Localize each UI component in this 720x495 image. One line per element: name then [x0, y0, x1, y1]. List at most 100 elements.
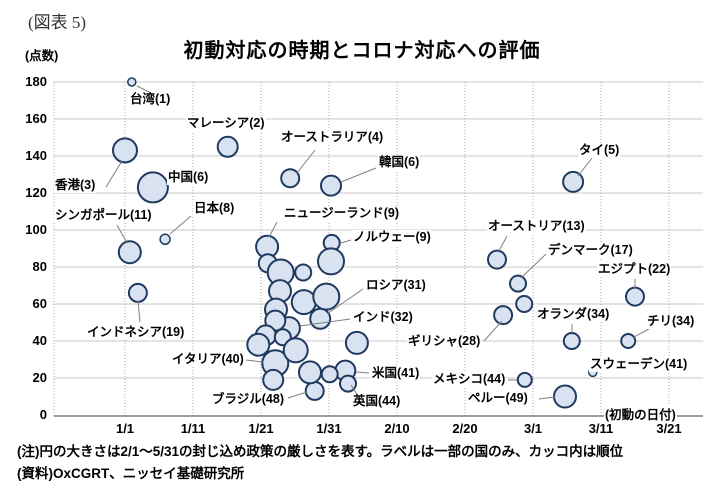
x-tick-label: 1/1 — [115, 421, 135, 436]
country-label-オーストリア: オーストリア(13) — [487, 219, 586, 234]
country-label-シンガポール: シンガポール(11) — [54, 208, 153, 223]
bubble — [246, 332, 271, 357]
bubble-オーストラリア — [280, 168, 301, 189]
footnote-source: (資料)OxCGRT、ニッセイ基礎研究所 — [17, 466, 245, 481]
leader-line-オーストラリア — [296, 149, 316, 174]
y-tick-label: 40 — [32, 333, 47, 348]
country-label-イタリア: イタリア(40) — [171, 352, 245, 367]
leader-line-台湾 — [136, 85, 152, 94]
country-label-台湾: 台湾(1) — [129, 92, 172, 107]
country-label-チリ: チリ(34) — [646, 314, 696, 329]
leader-line-ペルー — [538, 396, 556, 400]
country-label-オランダ: オランダ(34) — [536, 307, 611, 322]
y-tick-label: 160 — [25, 111, 47, 126]
country-label-日本: 日本(8) — [193, 201, 236, 216]
x-tick-label: 1/21 — [248, 421, 274, 436]
leader-line-香港 — [105, 160, 123, 188]
x-tick-label: 3/1 — [523, 421, 543, 436]
bubble — [294, 263, 313, 282]
leader-line-インド — [299, 318, 351, 327]
bubble-マレーシア — [216, 135, 239, 158]
leader-line-デンマーク — [520, 253, 547, 279]
leader-line-日本 — [169, 215, 192, 235]
country-label-タイ: タイ(5) — [578, 143, 621, 158]
bubble-エジプト — [625, 286, 645, 307]
bubble — [317, 247, 345, 276]
bubble-ブラジル — [304, 380, 325, 401]
bubble-英国 — [339, 374, 357, 393]
bubble-中国 — [136, 171, 169, 204]
country-label-スウェーデン: スウェーデン(41) — [589, 357, 689, 372]
leader-line-オーストリア — [498, 235, 508, 252]
country-label-ペルー: ペルー(49) — [467, 391, 529, 406]
leader-line-韓国 — [340, 167, 377, 183]
y-tick-label: 80 — [32, 259, 47, 274]
country-label-ニュージーランド: ニュージーランド(9) — [283, 206, 401, 221]
country-label-ギリシャ: ギリシャ(28) — [407, 334, 482, 349]
bubble — [262, 368, 285, 391]
leader-line-チリ — [633, 328, 650, 338]
leader-line-ロシア — [326, 288, 364, 315]
bubble-ペルー — [553, 384, 577, 409]
leader-line-ギリシャ — [483, 320, 503, 342]
country-label-英国: 英国(44) — [352, 394, 402, 409]
leader-line-シンガポール — [116, 224, 128, 244]
bubble-デンマーク — [509, 274, 527, 293]
bubble — [312, 282, 341, 311]
bubble-香港 — [112, 137, 138, 164]
bubble-ギリシャ — [493, 305, 514, 326]
country-label-デンマーク: デンマーク(17) — [547, 243, 634, 258]
country-label-インドネシア: インドネシア(19) — [86, 325, 186, 340]
bubble-日本 — [159, 233, 171, 246]
bubble — [290, 289, 317, 316]
leader-line-ブラジル — [287, 391, 308, 399]
chart-title: 初動対応の時期とコロナ対応への評価 — [183, 40, 541, 62]
bubble-韓国 — [320, 174, 342, 197]
bubble-オーストリア — [487, 249, 507, 270]
country-label-オーストラリア: オーストラリア(4) — [280, 130, 385, 145]
x-tick-label: 2/10 — [384, 421, 410, 436]
bubble-台湾 — [127, 77, 137, 87]
country-label-ロシア: ロシア(31) — [365, 278, 427, 293]
leader-line-インドネシア — [137, 300, 141, 323]
bubble-インドネシア — [127, 282, 148, 303]
country-label-ノルウェー: ノルウェー(9) — [352, 230, 432, 245]
x-tick-label: 2/20 — [452, 421, 478, 436]
y-axis-unit-label: (点数) — [25, 49, 59, 63]
footnote-note: (注)円の大きさは2/1～5/31の封じ込め政策の厳しさを表す。ラベルは一部の国… — [17, 444, 624, 459]
country-label-香港: 香港(3) — [54, 178, 97, 193]
y-tick-label: 120 — [25, 185, 47, 200]
country-label-エジプト: エジプト(22) — [597, 262, 672, 277]
bubble-タイ — [562, 170, 585, 193]
leader-line-米国 — [355, 371, 370, 374]
bubble-シンガポール — [117, 240, 142, 265]
bubble — [282, 337, 309, 364]
x-tick-label: 1/11 — [180, 421, 206, 436]
x-tick-label: 1/31 — [316, 421, 342, 436]
leader-line-ノルウェー — [340, 239, 352, 244]
bubble-メキシコ — [516, 371, 533, 388]
y-tick-label: 140 — [25, 148, 47, 163]
country-label-マレーシア: マレーシア(2) — [186, 116, 266, 131]
country-label-米国: 米国(41) — [371, 366, 421, 381]
country-label-韓国: 韓国(6) — [378, 155, 421, 170]
leader-line-タイ — [577, 157, 593, 177]
y-tick-label: 0 — [39, 407, 47, 422]
country-label-中国: 中国(6) — [167, 170, 210, 185]
country-label-インド: インド(32) — [352, 310, 414, 325]
bubble-チリ — [620, 333, 637, 349]
x-tick-label: 3/21 — [656, 421, 682, 436]
bubble — [298, 360, 322, 385]
figure-number-label: (図表 5) — [28, 13, 87, 32]
leader-line-ニュージーランド — [268, 221, 278, 238]
y-tick-label: 180 — [25, 74, 47, 89]
x-tick-label: 3/11 — [588, 421, 614, 436]
y-tick-label: 60 — [32, 296, 47, 311]
bubble-ロシア — [309, 307, 332, 330]
bubble — [320, 365, 339, 384]
bubble — [515, 295, 534, 313]
bubble — [344, 330, 369, 355]
y-tick-label: 100 — [25, 222, 47, 237]
